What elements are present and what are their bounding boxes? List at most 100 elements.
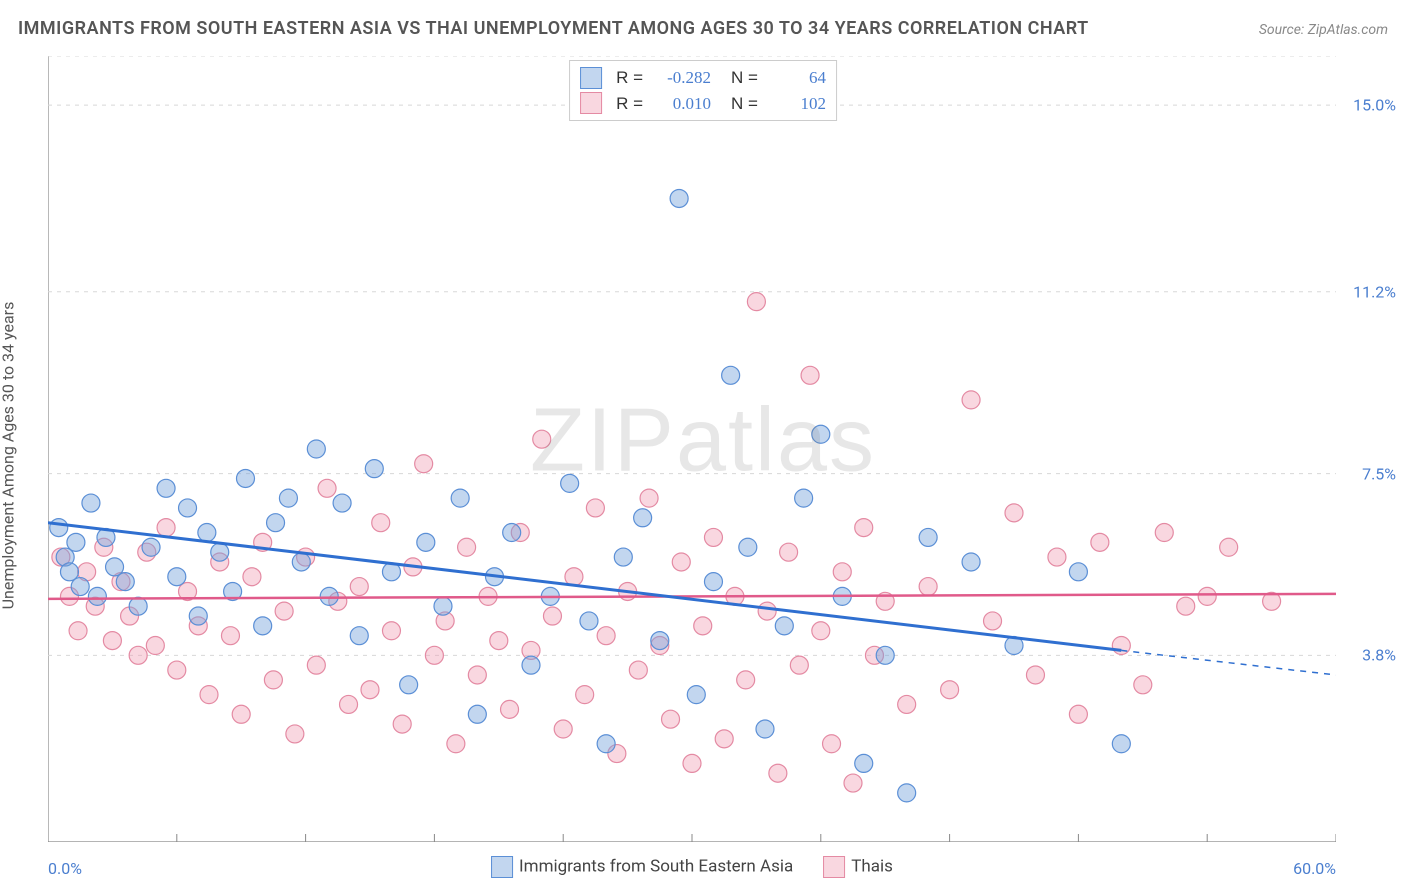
data-point	[833, 563, 851, 581]
data-point	[146, 637, 164, 655]
data-point	[984, 612, 1002, 630]
r-label: R =	[616, 65, 643, 91]
data-point	[640, 489, 658, 507]
data-point	[522, 656, 540, 674]
correlation-legend: R =-0.282N =64R =0.010N =102	[569, 60, 837, 121]
data-point	[775, 617, 793, 635]
data-point	[468, 666, 486, 684]
data-point	[71, 578, 89, 596]
data-point	[1177, 597, 1195, 615]
data-point	[501, 700, 519, 718]
data-point	[739, 538, 757, 556]
data-point	[801, 366, 819, 384]
data-point	[1198, 587, 1216, 605]
data-point	[1091, 533, 1109, 551]
data-point	[756, 720, 774, 738]
data-point	[823, 735, 841, 753]
data-point	[919, 528, 937, 546]
chart-source: Source: ZipAtlas.com	[1259, 22, 1388, 38]
data-point	[1155, 524, 1173, 542]
data-point	[425, 646, 443, 664]
data-point	[795, 489, 813, 507]
data-point	[400, 676, 418, 694]
data-point	[82, 494, 100, 512]
data-point	[279, 489, 297, 507]
data-point	[704, 528, 722, 546]
data-point	[597, 735, 615, 753]
data-point	[576, 686, 594, 704]
data-point	[715, 730, 733, 748]
data-point	[1048, 548, 1066, 566]
data-point	[683, 754, 701, 772]
data-point	[451, 489, 469, 507]
data-point	[962, 391, 980, 409]
data-point	[200, 686, 218, 704]
legend-row: R =-0.282N =64	[580, 65, 826, 91]
y-axis-label: Unemployment Among Ages 30 to 34 years	[0, 302, 18, 610]
data-point	[236, 469, 254, 487]
data-point	[1134, 676, 1152, 694]
data-point	[687, 686, 705, 704]
x-axis-area: 0.0% 60.0% Immigrants from South Eastern…	[48, 848, 1336, 878]
y-tick-label: 3.8%	[1362, 646, 1396, 665]
data-point	[780, 543, 798, 561]
data-point	[898, 695, 916, 713]
data-point	[919, 578, 937, 596]
data-point	[844, 774, 862, 792]
chart-header: IMMIGRANTS FROM SOUTH EASTERN ASIA VS TH…	[18, 18, 1388, 39]
data-point	[672, 553, 690, 571]
data-point	[103, 632, 121, 650]
data-point	[737, 671, 755, 689]
data-point	[243, 568, 261, 586]
data-point	[275, 602, 293, 620]
legend-swatch	[823, 856, 845, 878]
data-point	[221, 627, 239, 645]
data-point	[876, 646, 894, 664]
data-point	[350, 578, 368, 596]
data-point	[254, 617, 272, 635]
x-max-label: 60.0%	[1293, 859, 1336, 878]
data-point	[758, 602, 776, 620]
data-point	[941, 681, 959, 699]
data-point	[747, 293, 765, 311]
data-point	[458, 538, 476, 556]
data-point	[586, 499, 604, 517]
data-point	[503, 524, 521, 542]
data-point	[580, 612, 598, 630]
data-point	[468, 705, 486, 723]
data-point	[1112, 735, 1130, 753]
data-point	[434, 597, 452, 615]
y-tick-label: 7.5%	[1362, 464, 1396, 483]
data-point	[129, 597, 147, 615]
data-point	[614, 548, 632, 566]
legend-label: Immigrants from South Eastern Asia	[519, 856, 793, 876]
data-point	[490, 632, 508, 650]
r-value: 0.010	[651, 91, 711, 117]
data-point	[372, 514, 390, 532]
data-point	[812, 622, 830, 640]
data-point	[292, 553, 310, 571]
data-point	[769, 764, 787, 782]
data-point	[597, 627, 615, 645]
y-tick-label: 15.0%	[1353, 96, 1396, 115]
data-point	[189, 607, 207, 625]
data-point	[634, 509, 652, 527]
data-point	[157, 479, 175, 497]
r-value: -0.282	[651, 65, 711, 91]
data-point	[88, 587, 106, 605]
data-point	[307, 440, 325, 458]
n-label: N =	[731, 65, 758, 91]
n-value: 102	[766, 91, 826, 117]
series-legend: Immigrants from South Eastern AsiaThais	[491, 856, 893, 878]
legend-swatch	[580, 67, 602, 89]
data-point	[142, 538, 160, 556]
data-point	[1005, 504, 1023, 522]
data-point	[333, 494, 351, 512]
x-min-label: 0.0%	[48, 859, 82, 878]
data-point	[116, 573, 134, 591]
scatter-plot-svg	[48, 56, 1336, 842]
data-point	[855, 754, 873, 772]
data-point	[722, 366, 740, 384]
data-point	[415, 455, 433, 473]
data-point	[232, 705, 250, 723]
